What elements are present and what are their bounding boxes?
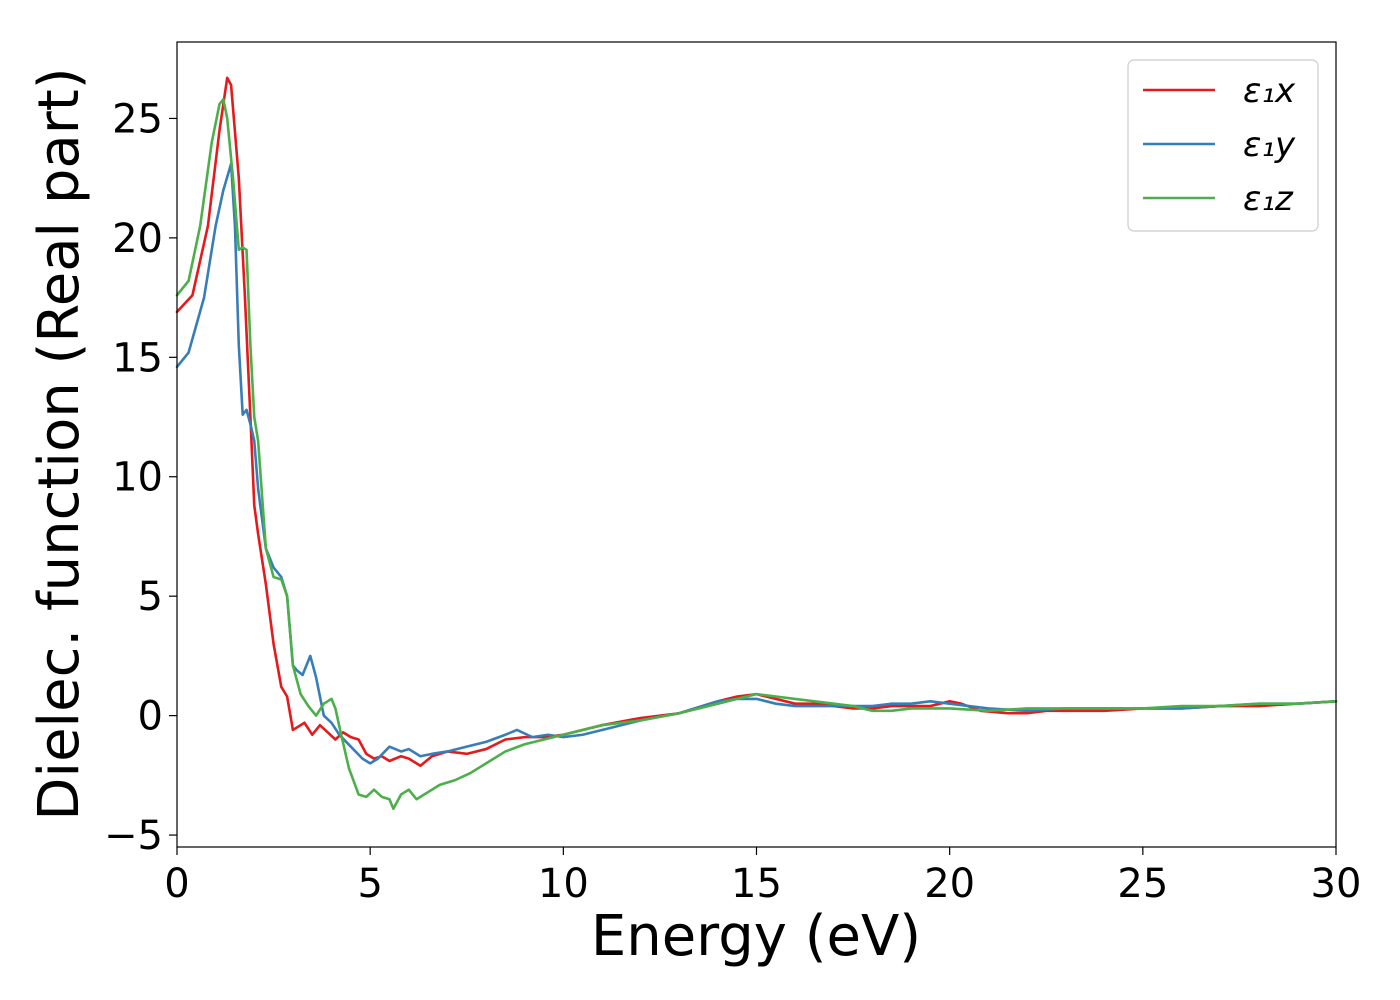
y-tick-label: 10	[112, 455, 163, 501]
x-tick-label: 0	[164, 861, 189, 907]
y-tick-label: 25	[112, 96, 163, 142]
y-tick-label: 15	[112, 335, 163, 381]
series-line-1	[175, 76, 1338, 768]
series-lines	[175, 76, 1338, 811]
series-line-3	[175, 98, 1338, 811]
y-tick-label: 20	[112, 216, 163, 262]
y-axis-label: Dielec. function (Real part)	[27, 67, 92, 820]
x-axis-label: Energy (eV)	[591, 904, 921, 969]
legend-label: ε₁x	[1243, 71, 1296, 111]
legend-label: ε₁z	[1243, 179, 1294, 219]
x-axis-ticks: 0 5 10 15 20 25 30	[164, 847, 1361, 907]
legend: ε₁x ε₁y ε₁z	[1127, 59, 1319, 232]
legend-box	[1127, 59, 1319, 232]
legend-label: ε₁y	[1243, 125, 1296, 165]
series-line-2	[175, 162, 1338, 765]
x-tick-label: 15	[731, 861, 782, 907]
y-axis-ticks: −5 0 5 10 15 20 25	[104, 96, 177, 859]
x-tick-label: 5	[357, 861, 382, 907]
x-tick-label: 25	[1117, 861, 1168, 907]
x-tick-label: 20	[924, 861, 975, 907]
x-tick-label: 10	[538, 861, 589, 907]
y-tick-label: −5	[104, 813, 163, 859]
y-tick-label: 5	[138, 574, 163, 620]
x-tick-label: 30	[1311, 861, 1362, 907]
y-tick-label: 0	[138, 694, 163, 740]
